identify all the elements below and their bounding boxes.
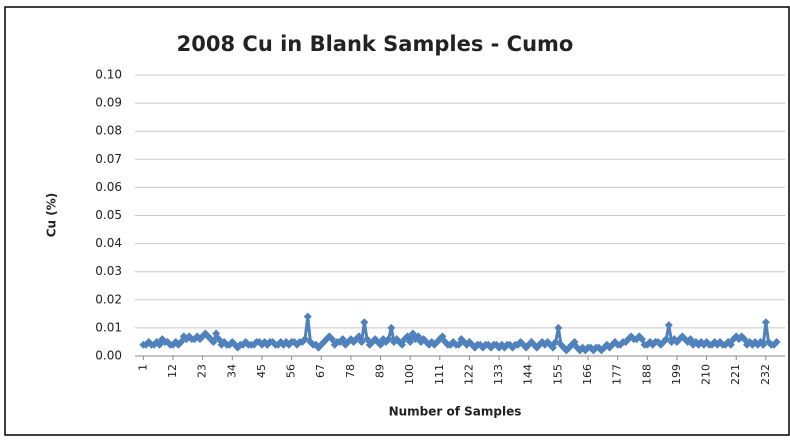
x-tick-label: 155 [551,364,564,385]
y-tick-label: 0.09 [95,96,122,110]
data-point [338,335,347,344]
x-tick-label: 188 [640,364,653,385]
data-point [357,337,366,346]
x-axis-title: Number of Samples [389,405,522,419]
data-point [212,329,221,338]
data-point [303,312,312,321]
data-point [363,335,372,344]
x-tick-label: 67 [314,364,327,378]
x-tick-label: 78 [344,364,357,378]
data-point [406,337,415,346]
x-tick-label: 12 [166,364,179,378]
data-point [551,337,560,346]
data-point [155,340,164,349]
y-tick-label: 0.02 [95,292,122,306]
x-tick-label: 177 [611,364,624,385]
data-point [454,340,463,349]
data-point [438,332,447,341]
data-point [301,335,310,344]
x-tick-label: 56 [285,364,298,378]
data-point [761,318,770,327]
data-point [327,335,336,344]
data-point [360,318,369,327]
data-point [570,337,579,346]
x-tick-label: 122 [462,364,475,385]
y-tick-label: 0.10 [95,68,122,82]
data-point [214,335,223,344]
x-tick-label: 221 [729,364,742,385]
data-point [505,340,514,349]
x-tick-label: 45 [255,364,268,378]
data-point [662,335,671,344]
data-point [384,335,393,344]
data-point [376,340,385,349]
chart-title: 2008 Cu in Blank Samples - Cumo [177,32,574,56]
x-tick-label: 144 [522,364,535,385]
x-tick-label: 232 [759,364,772,385]
data-point [354,332,363,341]
y-tick-label: 0.07 [95,152,122,166]
y-tick-label: 0.00 [95,349,122,363]
data-point [759,340,768,349]
x-tick-label: 133 [492,364,505,385]
y-axis-title: Cu (%) [45,193,59,238]
data-point [398,340,407,349]
data-point [414,332,423,341]
data-point [548,343,557,352]
data-point [686,335,695,344]
data-point [664,321,673,330]
y-tick-label: 0.05 [95,208,122,222]
data-point [554,323,563,332]
y-tick-label: 0.04 [95,236,122,250]
x-tick-label: 166 [581,364,594,385]
x-tick-label: 111 [433,364,446,385]
data-point [740,335,749,344]
chart-frame [4,6,790,436]
x-tick-label: 34 [225,364,238,378]
y-tick-label: 0.08 [95,124,122,138]
data-point [403,332,412,341]
y-tick-label: 0.06 [95,180,122,194]
data-point [177,337,186,346]
y-tick-label: 0.01 [95,320,122,334]
data-point [726,340,735,349]
y-tick-label: 0.03 [95,264,122,278]
x-tick-label: 199 [670,364,683,385]
x-tick-label: 100 [403,364,416,385]
x-tick-label: 23 [196,364,209,378]
data-point [637,335,646,344]
x-tick-label: 210 [700,364,713,385]
data-point [209,337,218,346]
data-point [772,337,781,346]
data-point [387,323,396,332]
data-point [408,329,417,338]
x-tick-label: 1 [136,364,149,371]
x-tick-label: 89 [374,364,387,378]
